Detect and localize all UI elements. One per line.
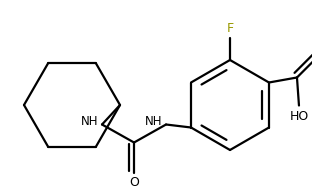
Text: HO: HO [289,109,309,123]
Text: NH: NH [80,115,98,128]
Text: O: O [129,177,139,189]
Text: NH: NH [144,115,162,128]
Text: F: F [227,22,234,35]
